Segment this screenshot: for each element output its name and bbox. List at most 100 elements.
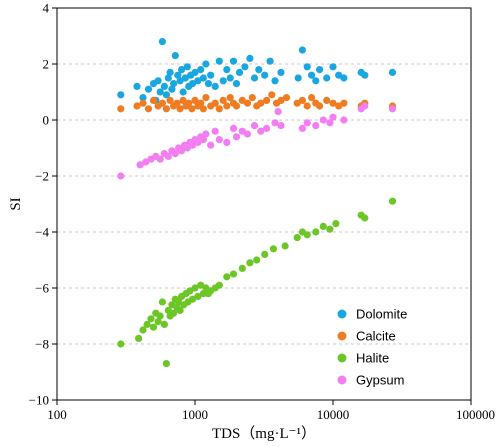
data-point: [191, 68, 199, 76]
data-point: [329, 99, 337, 107]
y-axis-title: SI: [8, 197, 24, 210]
data-point: [207, 141, 215, 149]
data-point: [316, 102, 324, 110]
plot-frame: [56, 7, 472, 401]
y-tick-label: 0: [43, 113, 50, 128]
data-point: [255, 66, 263, 74]
data-point: [388, 105, 397, 113]
legend-marker: [337, 309, 347, 319]
data-point: [340, 99, 348, 107]
data-point: [135, 334, 143, 342]
data-point: [253, 256, 261, 264]
data-point: [166, 68, 174, 76]
data-point: [303, 231, 311, 239]
data-point: [329, 113, 337, 121]
data-point: [243, 130, 252, 138]
data-point: [332, 220, 340, 228]
data-point: [174, 71, 182, 79]
data-point: [149, 323, 158, 331]
data-point: [202, 94, 210, 102]
data-point: [133, 102, 141, 110]
x-tick-label: 10000: [317, 407, 350, 422]
data-point: [158, 38, 166, 46]
data-point: [361, 71, 369, 79]
data-point: [139, 94, 147, 102]
data-point: [298, 46, 306, 54]
data-point: [277, 68, 285, 76]
data-point: [211, 99, 219, 107]
data-point: [303, 119, 311, 127]
data-point: [183, 63, 191, 71]
x-tick-label: 100000: [456, 407, 495, 422]
data-point: [185, 99, 193, 107]
data-point: [170, 309, 178, 317]
data-point: [223, 66, 231, 74]
x-axis-title: TDS（mg·L⁻¹）: [212, 425, 316, 442]
data-point: [117, 105, 125, 113]
data-point: [164, 306, 172, 314]
axis-ticks: −10 −8 −6 −4 −2 0 2 4 100 1000 10000 100000: [29, 1, 495, 423]
data-point: [179, 96, 187, 104]
data-point: [223, 138, 231, 146]
data-points: [117, 38, 397, 368]
data-point: [139, 99, 147, 107]
data-point: [194, 138, 202, 146]
data-point: [143, 320, 151, 328]
data-point: [250, 74, 259, 82]
data-point: [178, 147, 186, 155]
data-point: [168, 85, 176, 93]
data-point: [189, 295, 197, 303]
data-point: [162, 105, 170, 113]
data-point: [144, 105, 153, 113]
y-tick-label: −6: [35, 281, 49, 296]
data-point: [223, 273, 231, 281]
legend-marker: [337, 353, 347, 363]
data-point: [199, 136, 207, 144]
data-point: [388, 197, 397, 205]
data-point: [298, 124, 306, 132]
data-point: [215, 281, 223, 289]
data-point: [319, 222, 327, 230]
data-point: [226, 74, 234, 82]
data-point: [274, 108, 282, 116]
data-point: [211, 82, 219, 90]
data-point: [266, 57, 274, 65]
series-dolomite: [117, 38, 397, 104]
data-point: [183, 144, 191, 152]
data-point: [215, 105, 223, 113]
data-point: [269, 245, 277, 253]
data-point: [154, 77, 162, 85]
data-point: [229, 270, 238, 278]
x-tick-label: 100: [47, 407, 67, 422]
data-point: [277, 96, 285, 104]
y-tick-label: −10: [29, 393, 49, 408]
data-point: [156, 155, 164, 163]
data-point: [277, 122, 285, 130]
data-point: [303, 102, 311, 110]
data-point: [194, 292, 202, 300]
data-point: [238, 264, 246, 272]
series-halite: [117, 197, 397, 368]
data-point: [156, 312, 164, 320]
grid-lines: [57, 63, 471, 345]
data-point: [179, 88, 187, 96]
data-point: [340, 116, 348, 124]
data-point: [162, 360, 170, 368]
data-point: [207, 71, 215, 79]
data-point: [232, 102, 241, 110]
data-point: [293, 234, 301, 242]
data-point: [191, 284, 199, 292]
data-point: [199, 74, 207, 82]
data-point: [308, 94, 316, 102]
data-point: [176, 105, 184, 113]
data-point: [250, 122, 259, 130]
data-point: [232, 80, 241, 88]
data-point: [147, 315, 155, 323]
legend-label: Dolomite: [356, 307, 407, 322]
data-point: [219, 77, 227, 85]
data-point: [173, 99, 181, 107]
data-point: [197, 66, 205, 74]
legend: Dolomite Calcite Halite Gypsum: [337, 307, 407, 388]
y-tick-label: −2: [35, 169, 49, 184]
